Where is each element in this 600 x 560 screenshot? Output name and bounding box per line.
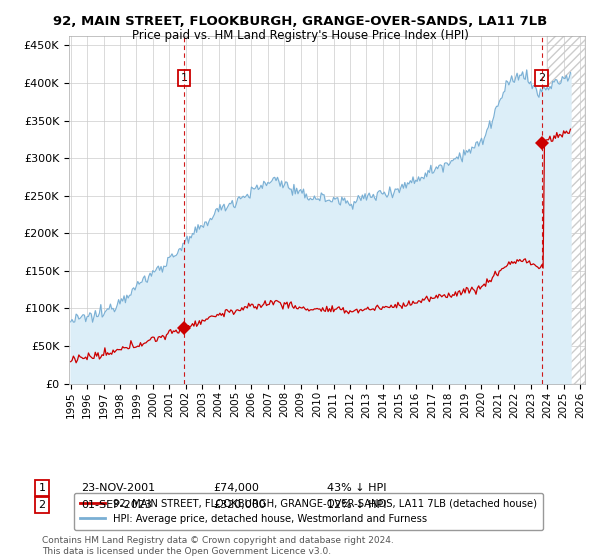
- Text: 2: 2: [38, 500, 46, 510]
- Text: 12% ↓ HPI: 12% ↓ HPI: [327, 500, 386, 510]
- Legend: 92, MAIN STREET, FLOOKBURGH, GRANGE-OVER-SANDS, LA11 7LB (detached house), HPI: : 92, MAIN STREET, FLOOKBURGH, GRANGE-OVER…: [74, 493, 543, 530]
- Text: 1: 1: [181, 73, 188, 83]
- Text: 23-NOV-2001: 23-NOV-2001: [81, 483, 155, 493]
- Text: Contains HM Land Registry data © Crown copyright and database right 2024.
This d: Contains HM Land Registry data © Crown c…: [42, 536, 394, 556]
- Text: 01-SEP-2023: 01-SEP-2023: [81, 500, 152, 510]
- Text: 1: 1: [38, 483, 46, 493]
- Text: 43% ↓ HPI: 43% ↓ HPI: [327, 483, 386, 493]
- Text: £320,000: £320,000: [213, 500, 266, 510]
- Text: £74,000: £74,000: [213, 483, 259, 493]
- Text: 92, MAIN STREET, FLOOKBURGH, GRANGE-OVER-SANDS, LA11 7LB: 92, MAIN STREET, FLOOKBURGH, GRANGE-OVER…: [53, 15, 547, 27]
- Text: 2: 2: [538, 73, 545, 83]
- Text: Price paid vs. HM Land Registry's House Price Index (HPI): Price paid vs. HM Land Registry's House …: [131, 29, 469, 42]
